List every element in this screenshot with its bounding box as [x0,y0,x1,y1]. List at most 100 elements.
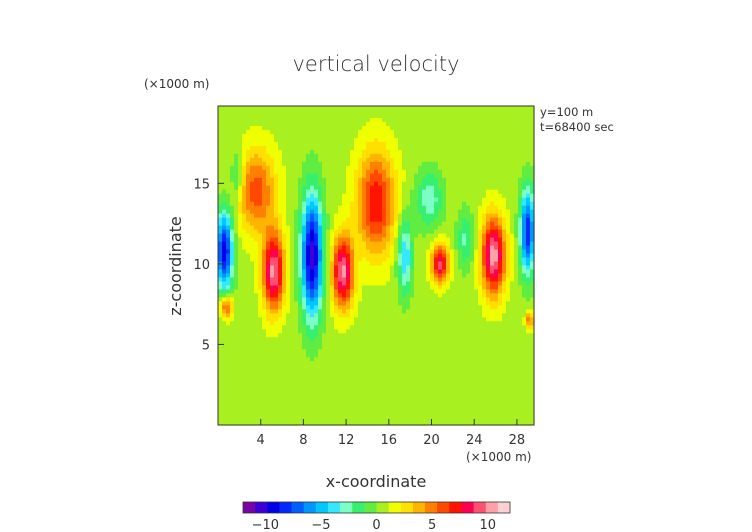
heatmap-cell [322,249,327,255]
heatmap-cell [262,285,267,291]
heatmap-cell [354,337,359,342]
heatmap-cell [278,309,283,314]
heatmap-cell [370,205,375,211]
heatmap-cell [322,153,327,159]
heatmap-cell [346,181,351,187]
heatmap-cell [382,237,387,243]
heatmap-cell [314,117,319,123]
heatmap-cell [450,129,455,135]
heatmap-cell [434,385,439,390]
heatmap-cell [218,145,223,151]
heatmap-cell [254,145,259,151]
heatmap-cell [234,121,239,127]
heatmap-cell [338,221,343,227]
heatmap-cell [386,205,391,211]
heatmap-cell [366,409,371,414]
heatmap-cell [430,249,435,255]
heatmap-cell [250,133,255,139]
heatmap-cell [230,297,235,302]
heatmap-cell [426,229,431,235]
heatmap-cell [390,149,395,155]
heatmap-cell [306,253,311,259]
heatmap-cell [354,109,359,115]
heatmap-cell [366,349,371,354]
heatmap-cell [362,369,367,374]
heatmap-cell [446,405,451,410]
heatmap-cell [418,309,423,314]
heatmap-cell [342,341,347,346]
heatmap-cell [370,265,375,271]
heatmap-cell [426,145,431,151]
heatmap-cell [354,329,359,334]
heatmap-cell [450,313,455,318]
heatmap-cell [330,385,335,390]
heatmap-cell [386,141,391,147]
heatmap-cell [438,133,443,139]
heatmap-cell [302,185,307,191]
heatmap-cell [418,421,423,426]
heatmap-cell [318,325,323,330]
heatmap-cell [298,161,303,167]
heatmap-cell [386,185,391,191]
heatmap-cell [386,381,391,386]
heatmap-cell [394,257,399,263]
heatmap-cell [430,265,435,271]
heatmap-cell [378,285,383,291]
heatmap-cell [222,221,227,227]
heatmap-cell [342,237,347,243]
heatmap-cell [226,261,231,267]
heatmap-cell [270,329,275,334]
heatmap-cell [302,106,307,111]
heatmap-cell [242,397,247,402]
heatmap-cell [338,241,343,247]
heatmap-cell [318,241,323,247]
heatmap-cell [342,245,347,251]
heatmap-cell [290,213,295,219]
heatmap-cell [334,293,339,298]
heatmap-cell [438,149,443,155]
heatmap-cell [266,225,271,231]
heatmap-cell [254,277,259,283]
heatmap-cell [414,413,419,418]
heatmap-cell [266,201,271,207]
heatmap-cell [466,153,471,159]
heatmap-cell [386,161,391,167]
heatmap-cell [418,397,423,402]
heatmap-cell [442,106,447,111]
heatmap-cell [246,281,251,287]
heatmap-cell [334,217,339,223]
heatmap-cell [430,333,435,338]
heatmap-cell [358,413,363,418]
heatmap-cell [394,297,399,302]
heatmap-cell [258,321,263,326]
heatmap-cell [262,133,267,139]
heatmap-cell [390,393,395,398]
heatmap-cell [286,289,291,295]
heatmap-cell [294,129,299,135]
heatmap-cell [338,297,343,302]
heatmap-cell [230,153,235,159]
heatmap-cell [302,325,307,330]
heatmap-cell [346,377,351,382]
heatmap-cell [386,321,391,326]
heatmap-cell [398,165,403,171]
heatmap-cell [394,153,399,159]
heatmap-cell [426,357,431,362]
heatmap-cell [430,293,435,298]
heatmap-cell [306,209,311,215]
heatmap-cell [358,341,363,346]
heatmap-cell [282,117,287,123]
heatmap-cell [434,325,439,330]
heatmap-cell [394,381,399,386]
heatmap-cell [266,313,271,318]
heatmap-cell [330,133,335,139]
heatmap-cell [438,401,443,406]
heatmap-cell [370,249,375,255]
heatmap-cell [334,377,339,382]
heatmap-cell [354,201,359,207]
heatmap-cell [446,201,451,207]
heatmap-cell [222,345,227,350]
heatmap-cell [402,325,407,330]
heatmap-cell [390,373,395,378]
heatmap-cell [330,261,335,267]
